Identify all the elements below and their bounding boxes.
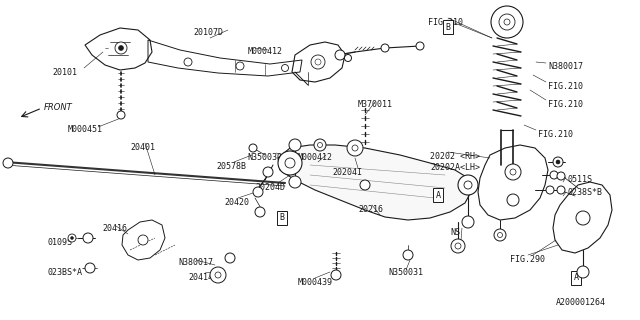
Circle shape [462,216,474,228]
Circle shape [118,45,124,51]
Circle shape [403,250,413,260]
Text: FIG.290: FIG.290 [510,255,545,264]
Text: N380017: N380017 [178,258,213,267]
Circle shape [315,59,321,65]
Circle shape [451,239,465,253]
Circle shape [68,234,76,242]
Circle shape [360,180,370,190]
Text: 20578B: 20578B [216,162,246,171]
Circle shape [455,243,461,249]
Circle shape [553,157,563,167]
Circle shape [331,270,341,280]
Text: A: A [435,190,440,199]
Circle shape [546,186,554,194]
Circle shape [416,42,424,50]
Circle shape [344,54,351,61]
Text: M000451: M000451 [68,125,103,134]
Circle shape [115,42,127,54]
Circle shape [3,158,13,168]
Text: FIG.210: FIG.210 [538,130,573,139]
Text: 20416: 20416 [102,224,127,233]
Text: FRONT: FRONT [44,102,73,111]
Circle shape [311,55,325,69]
Text: 023BS*A: 023BS*A [48,268,83,277]
Text: FIG.210: FIG.210 [428,18,463,27]
Circle shape [458,175,478,195]
Circle shape [289,176,301,188]
Circle shape [210,267,226,283]
Circle shape [255,207,265,217]
Circle shape [576,211,590,225]
Text: M000412: M000412 [248,47,283,56]
Text: NS: NS [450,228,460,237]
Circle shape [557,172,565,180]
Text: 20420: 20420 [224,198,249,207]
Circle shape [557,186,565,194]
Circle shape [70,236,74,239]
Text: FIG.210: FIG.210 [548,100,583,109]
Text: N350030: N350030 [247,153,282,162]
Circle shape [289,139,301,151]
Circle shape [263,167,273,177]
Text: 20204D: 20204D [255,183,285,192]
Text: B: B [280,213,285,222]
Text: A: A [573,274,579,283]
Circle shape [556,160,560,164]
Circle shape [278,151,302,175]
Text: A200001264: A200001264 [556,298,606,307]
Text: 20107D: 20107D [193,28,223,37]
Text: N380017: N380017 [548,62,583,71]
Circle shape [335,50,345,60]
Circle shape [507,194,519,206]
Text: 0238S*B: 0238S*B [568,188,603,197]
Circle shape [184,58,192,66]
Polygon shape [278,145,472,220]
Text: 20101: 20101 [52,68,77,77]
Text: 20202A<LH>: 20202A<LH> [430,163,480,172]
Circle shape [497,233,502,237]
Circle shape [117,111,125,119]
Text: 0109S: 0109S [48,238,73,247]
Circle shape [491,6,523,38]
Circle shape [381,44,389,52]
Circle shape [352,145,358,151]
Circle shape [577,266,589,278]
Circle shape [504,19,510,25]
Text: M000412: M000412 [298,153,333,162]
Text: M000439: M000439 [298,278,333,287]
Circle shape [499,14,515,30]
Circle shape [249,144,257,152]
Circle shape [253,187,263,197]
Circle shape [285,158,295,168]
Circle shape [282,65,289,71]
Text: 20401: 20401 [130,143,155,152]
Circle shape [85,263,95,273]
Circle shape [505,164,521,180]
Text: B: B [445,22,451,31]
Text: FIG.210: FIG.210 [548,82,583,91]
Text: 20216: 20216 [358,205,383,214]
Text: 20204I: 20204I [332,168,362,177]
Circle shape [494,229,506,241]
Circle shape [347,140,363,156]
Text: 20414: 20414 [188,273,213,282]
Circle shape [550,171,558,179]
Text: N350031: N350031 [388,268,423,277]
Circle shape [510,169,516,175]
Text: 0511S: 0511S [568,175,593,184]
Circle shape [215,272,221,278]
Circle shape [83,233,93,243]
Circle shape [464,181,472,189]
Circle shape [314,139,326,151]
Circle shape [317,142,323,148]
Circle shape [236,62,244,70]
Circle shape [225,253,235,263]
Text: M370011: M370011 [358,100,393,109]
Circle shape [138,235,148,245]
Text: 20202 <RH>: 20202 <RH> [430,152,480,161]
